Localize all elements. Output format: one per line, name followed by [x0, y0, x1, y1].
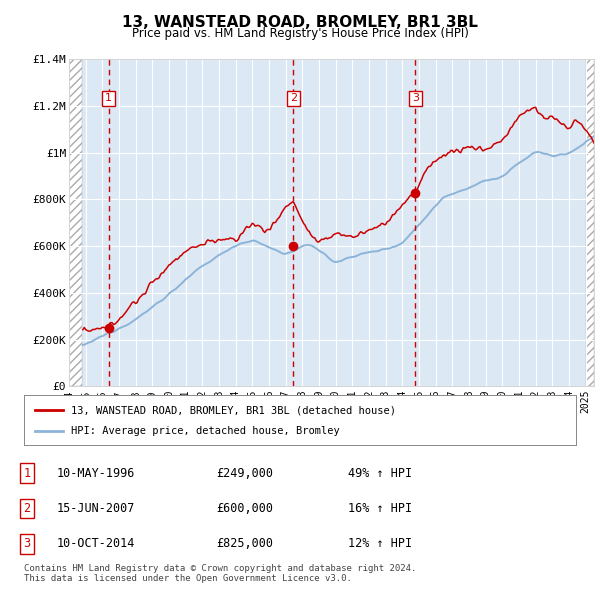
Text: 12% ↑ HPI: 12% ↑ HPI — [348, 537, 412, 550]
Text: 3: 3 — [412, 93, 419, 103]
Text: £249,000: £249,000 — [216, 467, 273, 480]
Text: 2: 2 — [23, 502, 31, 515]
Text: 1: 1 — [105, 93, 112, 103]
Text: 3: 3 — [23, 537, 31, 550]
Text: 2: 2 — [290, 93, 297, 103]
Text: £825,000: £825,000 — [216, 537, 273, 550]
Text: 10-MAY-1996: 10-MAY-1996 — [57, 467, 136, 480]
Text: £600,000: £600,000 — [216, 502, 273, 515]
Text: Price paid vs. HM Land Registry's House Price Index (HPI): Price paid vs. HM Land Registry's House … — [131, 27, 469, 40]
Text: 10-OCT-2014: 10-OCT-2014 — [57, 537, 136, 550]
Text: 13, WANSTEAD ROAD, BROMLEY, BR1 3BL: 13, WANSTEAD ROAD, BROMLEY, BR1 3BL — [122, 15, 478, 30]
Text: Contains HM Land Registry data © Crown copyright and database right 2024.
This d: Contains HM Land Registry data © Crown c… — [24, 563, 416, 583]
Text: 15-JUN-2007: 15-JUN-2007 — [57, 502, 136, 515]
Text: 13, WANSTEAD ROAD, BROMLEY, BR1 3BL (detached house): 13, WANSTEAD ROAD, BROMLEY, BR1 3BL (det… — [71, 405, 396, 415]
Text: 1: 1 — [23, 467, 31, 480]
Text: 16% ↑ HPI: 16% ↑ HPI — [348, 502, 412, 515]
Text: 49% ↑ HPI: 49% ↑ HPI — [348, 467, 412, 480]
Text: HPI: Average price, detached house, Bromley: HPI: Average price, detached house, Brom… — [71, 427, 340, 437]
